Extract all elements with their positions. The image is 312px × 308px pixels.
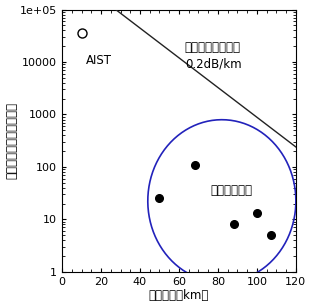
X-axis label: 伝送距離（km）: 伝送距離（km）	[149, 290, 209, 302]
Text: 光ファイバー損失
0.2dB/km: 光ファイバー損失 0.2dB/km	[185, 41, 241, 70]
Text: 最近の報告例: 最近の報告例	[210, 184, 252, 197]
Text: AIST: AIST	[85, 54, 111, 67]
Y-axis label: 鍵生成率（ビット／秒）: 鍵生成率（ビット／秒）	[6, 102, 18, 179]
